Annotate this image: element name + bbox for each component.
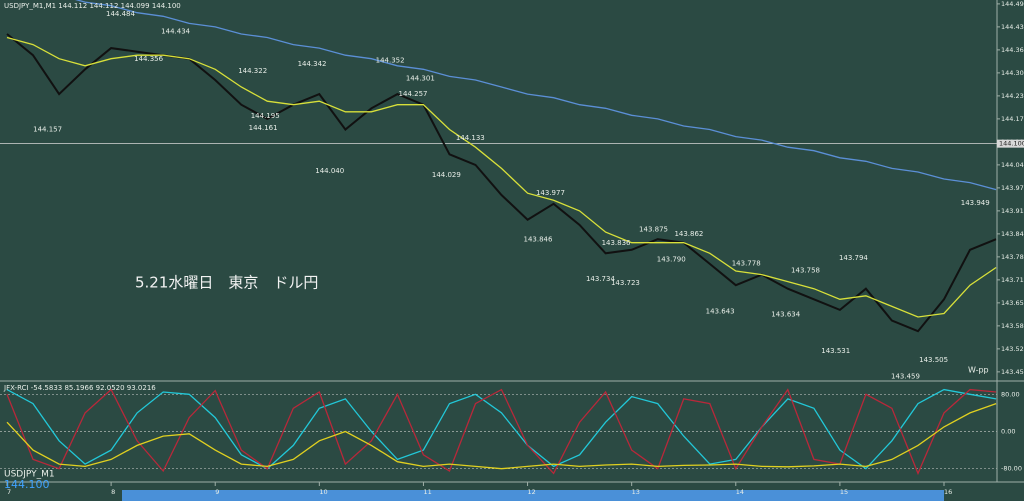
scroll-bar[interactable] [122,490,944,501]
swing-label: 144.161 [249,124,278,132]
y-tick-label: 143.585 [1001,322,1024,330]
x-tick-label: 12 [528,488,536,496]
swing-label: 143.977 [536,189,565,197]
x-tick-label: 7 [7,488,11,496]
osc-tick-label: -80.00 [1001,465,1022,473]
x-tick-label: 11 [423,488,431,496]
swing-label: 143.459 [891,372,920,380]
swing-label: 143.634 [771,311,800,319]
symbol: USDJPY_M1 [4,470,55,480]
y-tick-label: 143.975 [1001,184,1024,192]
y-tick-label: 143.780 [1001,253,1024,261]
swing-label: 143.778 [732,260,761,268]
y-tick-label: 144.170 [1001,115,1024,123]
price-line-label: 144.100 [999,140,1024,148]
y-tick-label: 144.235 [1001,92,1024,100]
x-tick-label: 8 [111,488,115,496]
swing-label: 143.723 [611,279,640,287]
swing-label: 143.875 [639,225,668,233]
swing-label: 144.352 [376,56,405,64]
y-tick-label: 143.520 [1001,345,1024,353]
series-line [6,388,997,470]
y-tick-label: 143.910 [1001,207,1024,215]
y-tick-label: 143.650 [1001,299,1024,307]
note: 5.21水曜日 東京 ドル円 [135,274,318,292]
osc-tick-label: 80.00 [1001,390,1020,398]
swing-label: 144.342 [298,60,327,68]
swing-label: 144.040 [315,167,344,175]
swing-label: 143.531 [821,347,850,355]
swing-label: 143.505 [919,356,948,364]
swing-label: 144.434 [161,27,190,35]
price-line-box [997,139,1024,148]
osc-tick-label: 0.00 [1001,428,1015,436]
header: USDJPY_M1,M1 144.112 144.112 144.099 144… [4,2,181,10]
x-tick-label: 15 [840,488,848,496]
swing-label: 143.643 [706,307,735,315]
y-tick-label: 144.430 [1001,23,1024,31]
swing-label: 143.949 [961,199,990,207]
x-tick-label: 13 [632,488,640,496]
series-line [6,388,997,476]
swing-label: 144.301 [406,75,435,83]
y-tick-label: 144.365 [1001,46,1024,54]
swing-label: 144.322 [238,67,267,75]
swing-label: 143.790 [657,255,686,263]
x-tick-label: 16 [944,488,952,496]
symbol-price: 144.100 [4,478,50,491]
swing-label: 144.257 [399,90,428,98]
swing-label: 144.484 [106,10,135,18]
osc-title: JFX-RCI -54.5833 85.1966 92.0520 93.0216 [3,384,156,392]
x-tick-label: 10 [319,488,327,496]
swing-label: 144.157 [33,125,62,133]
swing-label: 143.846 [523,236,552,244]
swing-label: 144.029 [432,171,461,179]
swing-label: 144.356 [134,55,163,63]
y-tick-label: 144.300 [1001,69,1024,77]
y-tick-label: 143.715 [1001,276,1024,284]
y-tick-label: 143.845 [1001,230,1024,238]
swing-label: 143.758 [791,267,820,275]
swing-label: 143.734 [586,275,615,283]
y-tick-label: 144.040 [1001,161,1024,169]
pivot-label: W-pp [968,366,989,375]
swing-label: 143.862 [674,230,703,238]
x-tick-label: 9 [215,488,219,496]
x-tick-label: 14 [736,488,744,496]
swing-label: 144.133 [456,134,485,142]
swing-label: 144.195 [251,112,280,120]
series-line [74,0,997,191]
series-line [6,402,997,470]
swing-label: 143.794 [839,254,868,262]
y-tick-label: 143.455 [1001,368,1024,376]
y-tick-label: 144.495 [1001,0,1024,8]
series-line [6,36,997,318]
swing-label: 143.836 [602,239,631,247]
